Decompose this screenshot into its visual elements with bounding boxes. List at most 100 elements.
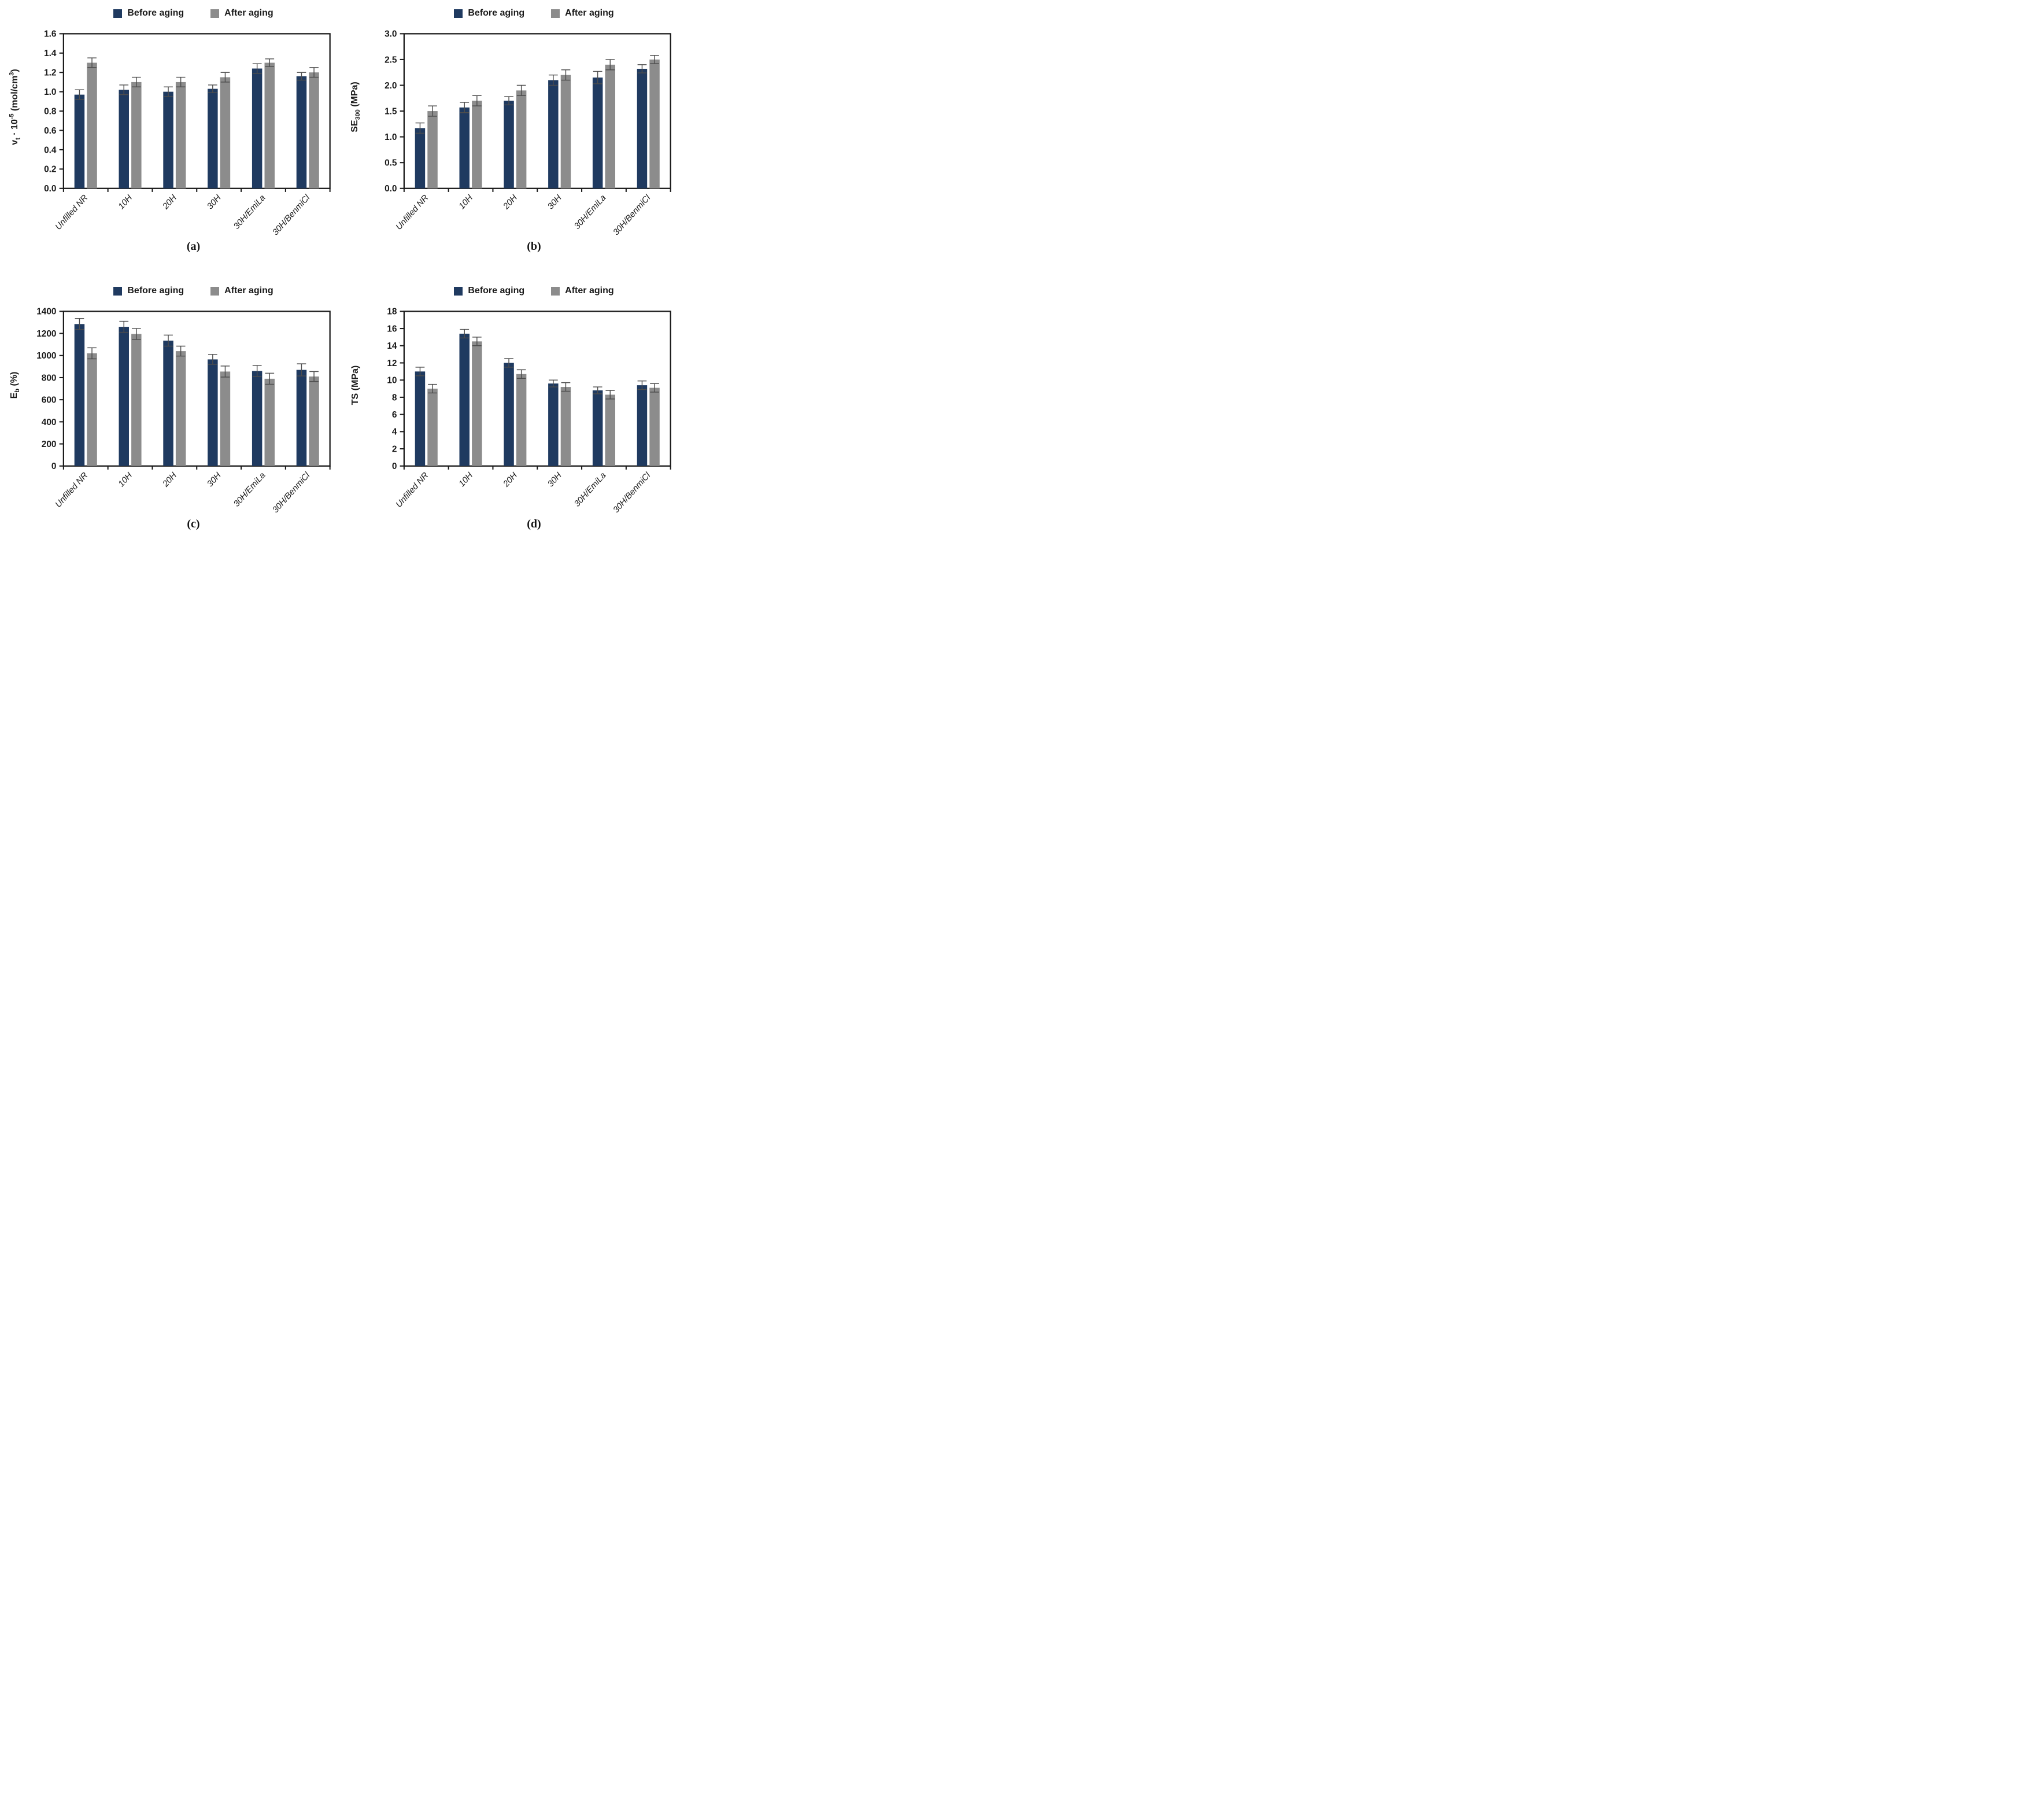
y-tick-label: 0.4	[44, 145, 57, 155]
bar-before-aging-30h-emila	[252, 68, 263, 189]
legend-d: Before aging After aging	[345, 286, 678, 296]
legend-item-after-aging: After aging	[210, 286, 273, 296]
y-tick-label: 0.0	[385, 184, 397, 194]
bar-after-aging-30h-emila	[605, 394, 615, 466]
legend-item-before-aging: Before aging	[113, 8, 184, 19]
bar-chart-svg: 0 200 400 600 800 1000 1200 1400 Unfilled NR 10H 2…	[36, 307, 331, 515]
x-tick-label: 30H	[546, 193, 564, 211]
legend-swatch-after-aging	[551, 286, 560, 296]
bar-before-aging-unfilled-nr	[415, 128, 426, 189]
x-tick-label: Unfilled NR	[54, 471, 90, 510]
legend-swatch-after-aging	[210, 286, 220, 296]
bar-after-aging-10h	[131, 82, 142, 189]
x-tick-label: 30H/EmiLa	[572, 471, 608, 509]
bar-after-aging-30h	[560, 387, 571, 466]
bar-after-aging-unfilled-nr	[87, 353, 97, 466]
y-tick-label: 200	[42, 440, 57, 449]
x-tick-label: 10H	[117, 193, 134, 211]
y-tick-label: 8	[392, 393, 397, 403]
legend-label-after-aging: After aging	[565, 8, 614, 18]
x-tick-label: 30H/BenmiCl	[612, 193, 653, 236]
caption-d: (d)	[527, 518, 541, 531]
y-tick-label: 0.2	[44, 165, 56, 175]
bar-after-aging-30h	[220, 371, 231, 466]
caption-b: (b)	[527, 240, 541, 253]
bar-before-aging-20h	[163, 91, 173, 189]
x-tick-label: 30H/EmiLa	[232, 193, 267, 231]
plot-border	[403, 33, 671, 189]
bar-before-aging-30h	[548, 383, 559, 466]
chart-b: SE300 (MPa) 0.0 0.5 1.0 1.5 2.0 2.5 3.0 Unfille…	[345, 27, 678, 239]
y-tick-label: 1200	[36, 329, 56, 339]
legend-label-before-aging: Before aging	[127, 8, 184, 18]
bar-after-aging-10h	[472, 341, 482, 466]
bar-before-aging-unfilled-nr	[415, 371, 426, 466]
y-tick-label: 1400	[36, 307, 56, 317]
y-tick-label: 800	[42, 373, 57, 383]
y-tick-label: 1.5	[385, 106, 397, 116]
panel-a: Before aging After aging vt · 10-5 (mol/…	[5, 8, 337, 253]
caption-c: (c)	[187, 518, 200, 531]
legend-item-after-aging: After aging	[210, 8, 273, 19]
legend-item-before-aging: Before aging	[454, 286, 524, 296]
legend-item-after-aging: After aging	[551, 286, 614, 296]
y-tick-label: 10	[387, 376, 397, 386]
y-tick-label: 0	[392, 462, 397, 471]
legend-swatch-before-aging	[454, 9, 463, 18]
legend-swatch-after-aging	[551, 9, 560, 18]
y-tick-label: 0.6	[44, 126, 57, 136]
x-tick-label: 20H	[161, 193, 179, 212]
bar-chart-svg: 0.0 0.5 1.0 1.5 2.0 2.5 3.0 Unfilled NR 10H 20H 30…	[385, 29, 671, 237]
bar-before-aging-30h-benmicl	[296, 370, 307, 466]
bar-after-aging-30h	[220, 77, 231, 189]
bar-before-aging-unfilled-nr	[74, 94, 85, 189]
bar-before-aging-20h	[163, 341, 173, 466]
bar-after-aging-unfilled-nr	[427, 389, 438, 466]
bar-before-aging-30h-benmicl	[637, 385, 648, 466]
y-tick-label: 1.2	[44, 68, 56, 78]
plot-border	[62, 311, 331, 467]
y-axis-label-a: vt · 10-5 (mol/cm3)	[8, 69, 22, 146]
x-tick-label: Unfilled NR	[54, 193, 90, 232]
plot-border	[62, 33, 331, 189]
bar-after-aging-20h	[516, 374, 527, 466]
bar-after-aging-30h-emila	[264, 378, 275, 466]
bar-before-aging-30h-benmicl	[637, 68, 648, 189]
x-tick-label: Unfilled NR	[394, 471, 430, 510]
bar-before-aging-30h	[548, 80, 559, 189]
bar-after-aging-10h	[131, 334, 142, 466]
y-tick-label: 600	[42, 396, 57, 405]
bar-after-aging-20h	[175, 351, 186, 466]
bar-before-aging-20h	[504, 363, 514, 466]
bar-before-aging-10h	[459, 334, 470, 466]
y-tick-label: 2.0	[385, 81, 397, 91]
panel-d: Before aging After aging TS (MPa) 0 2 4 6 8 1…	[345, 286, 678, 531]
legend-label-before-aging: Before aging	[468, 286, 525, 296]
bar-after-aging-30h-benmicl	[309, 376, 319, 466]
legend-item-after-aging: After aging	[551, 8, 614, 19]
x-tick-label: 20H	[161, 471, 179, 489]
bar-after-aging-unfilled-nr	[427, 111, 438, 189]
x-tick-label: 10H	[457, 193, 475, 211]
bar-after-aging-30h-emila	[264, 62, 275, 189]
bar-before-aging-30h-benmicl	[296, 76, 307, 189]
chart-a: vt · 10-5 (mol/cm3) 0.0 0.2 0.4 0.6 0.8 1.0 1.…	[5, 27, 337, 239]
caption-a: (a)	[186, 240, 201, 253]
x-tick-label: 20H	[501, 471, 519, 489]
bar-after-aging-30h	[560, 75, 571, 189]
bar-after-aging-30h-emila	[605, 64, 615, 189]
y-tick-label: 1.0	[44, 87, 56, 97]
y-tick-label: 12	[387, 359, 397, 368]
y-tick-label: 0.8	[44, 106, 57, 116]
y-tick-label: 3.0	[385, 29, 397, 39]
y-tick-label: 16	[387, 324, 397, 334]
legend-swatch-after-aging	[210, 9, 220, 18]
y-tick-label: 18	[387, 307, 397, 317]
plot-border	[403, 311, 671, 467]
x-tick-label: 20H	[501, 193, 519, 212]
legend-label-after-aging: After aging	[224, 8, 273, 18]
x-tick-label: Unfilled NR	[394, 193, 430, 232]
y-tick-label: 400	[42, 418, 57, 427]
y-tick-label: 1.4	[44, 49, 57, 58]
bar-before-aging-30h	[208, 88, 218, 189]
